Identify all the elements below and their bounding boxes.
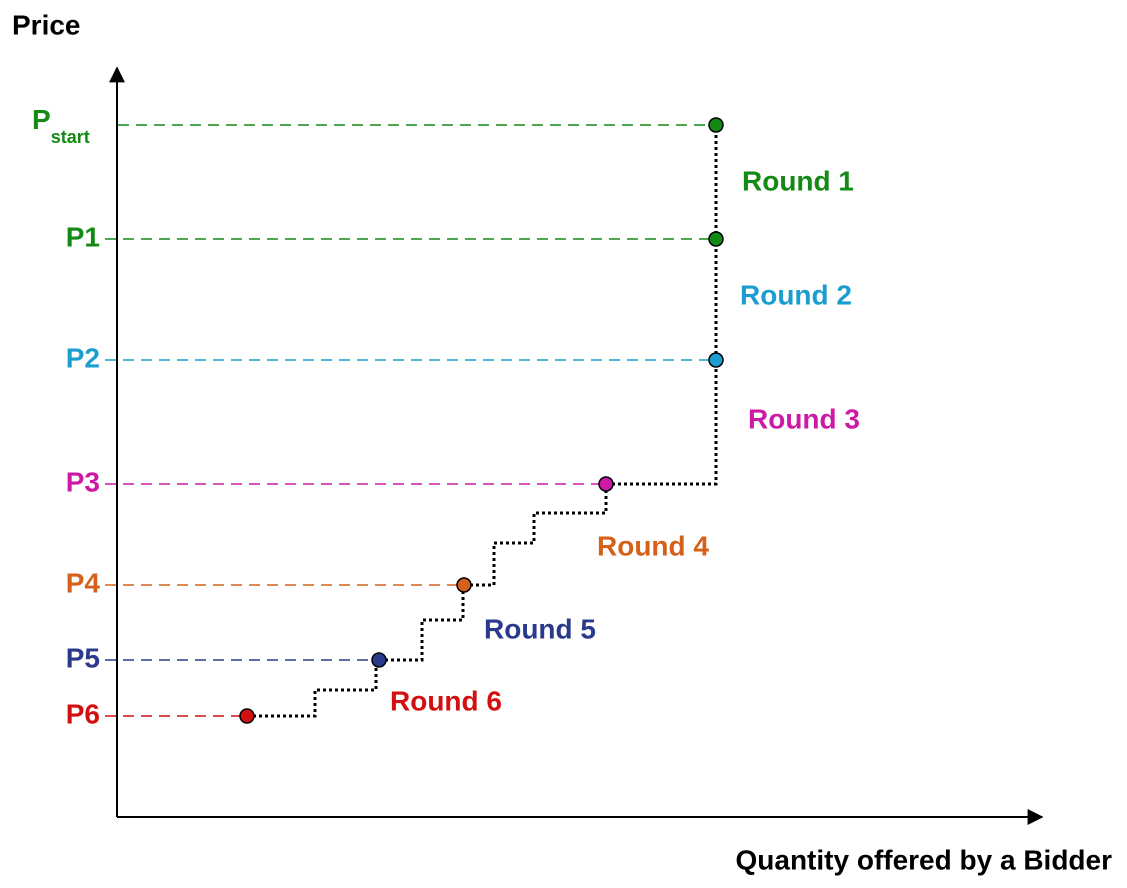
round-label: Round 4 (597, 530, 709, 561)
point (708, 117, 724, 133)
point (371, 652, 387, 668)
y-axis-label: Price (12, 9, 81, 40)
round-label: Round 1 (742, 165, 854, 196)
round-label: Round 2 (740, 279, 852, 310)
price-label: P2 (66, 342, 100, 373)
x-axis-label: Quantity offered by a Bidder (736, 844, 1113, 875)
price-label: Pstart (32, 104, 90, 146)
round-label: Round 5 (484, 613, 596, 644)
price-label: P5 (66, 642, 100, 673)
price-label-subscript: start (51, 127, 90, 147)
bid-path (247, 125, 718, 718)
price-label: P3 (66, 466, 100, 497)
price-label: P6 (66, 698, 100, 729)
point (456, 577, 472, 593)
round-label: Round 3 (748, 403, 860, 434)
price-label: P4 (66, 567, 101, 598)
price-label-main: P (32, 104, 51, 135)
point (239, 708, 255, 724)
price-label: P1 (66, 221, 100, 252)
point (708, 352, 724, 368)
point (598, 476, 614, 492)
round-label: Round 6 (390, 685, 502, 716)
point (708, 231, 724, 247)
